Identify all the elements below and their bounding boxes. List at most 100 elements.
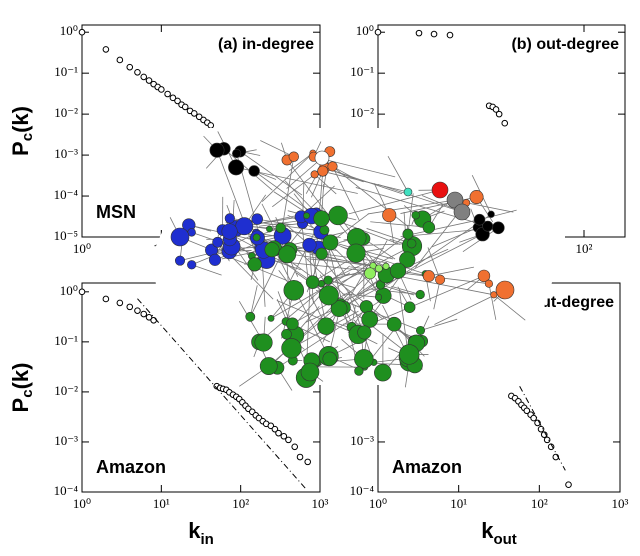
network-node (357, 325, 372, 340)
y-axis-label-part: (k) (8, 363, 33, 390)
network-node (209, 142, 225, 158)
network (169, 131, 526, 391)
network-node (315, 247, 328, 260)
network-node (382, 208, 397, 223)
network-edge (479, 209, 517, 221)
network-edge (261, 203, 288, 255)
y-axis-label-part: P (8, 398, 33, 413)
data-point (140, 73, 148, 81)
network-node (251, 213, 263, 225)
network-edge (355, 187, 488, 227)
data-point (374, 28, 382, 36)
network-node (327, 161, 338, 172)
network-node (473, 213, 486, 226)
data-point (134, 69, 141, 76)
data-point (126, 63, 134, 71)
data-point (145, 313, 153, 321)
network-node (389, 262, 407, 279)
network-node (354, 366, 364, 376)
network-node (264, 242, 280, 258)
network-node (374, 363, 392, 382)
network-edge (400, 219, 480, 238)
network-edge (223, 148, 273, 191)
network-node (267, 314, 275, 322)
network-node (375, 293, 383, 301)
network-node (374, 264, 383, 273)
network-node (266, 225, 273, 233)
network-edge (191, 264, 222, 276)
network-edge (261, 152, 314, 202)
x-tick-label: 10³ (612, 496, 629, 511)
network-edge (239, 151, 303, 196)
y-axis-label-part: (k) (8, 106, 33, 133)
x-tick-label: 10¹ (450, 496, 467, 511)
data-point (195, 113, 203, 121)
data-point (296, 453, 304, 461)
y-tick-label: 10⁻⁴ (54, 483, 79, 498)
network-node (364, 267, 376, 280)
x-axis-label-part: k (481, 518, 494, 543)
network-node (302, 237, 317, 253)
network-node (482, 220, 494, 232)
network-node (252, 233, 261, 242)
y-axis-label: Pc(k) (8, 106, 36, 156)
network-node (283, 280, 305, 301)
network-node (247, 257, 262, 272)
data-point (446, 31, 454, 39)
y-tick-label: 10⁻¹ (54, 333, 78, 348)
data-point (181, 103, 189, 111)
network-node (212, 236, 224, 248)
x-axis-label: kout (481, 518, 517, 548)
network-node (411, 210, 420, 220)
x-tick-label: 10⁰ (73, 241, 91, 256)
network-edge (427, 247, 441, 280)
network-node (278, 245, 297, 264)
network-edge (348, 189, 441, 215)
data-point (280, 432, 288, 440)
network-node (398, 344, 420, 365)
network-node (275, 222, 286, 234)
network-edge (407, 193, 414, 235)
network-edge (191, 250, 225, 266)
network-node (235, 217, 254, 236)
network-node (323, 275, 333, 285)
network-node (221, 223, 238, 240)
network-node (208, 253, 222, 266)
data-point (102, 295, 110, 303)
network-node (328, 205, 348, 226)
network-edge (270, 272, 351, 319)
network-node (330, 300, 348, 317)
data-point (430, 30, 438, 38)
data-point (78, 28, 86, 36)
data-point (174, 97, 181, 105)
network-node (170, 227, 190, 247)
network-node (487, 210, 495, 218)
network-node (386, 316, 402, 332)
x-tick-label: 10³ (312, 496, 329, 511)
x-tick-label: 10² (576, 241, 593, 256)
network-edge (272, 174, 315, 208)
data-point (492, 106, 500, 113)
y-tick-label: 10⁻⁴ (350, 483, 375, 498)
network-node (281, 328, 292, 340)
network-node (232, 148, 242, 159)
network-node (224, 213, 235, 224)
data-point (140, 310, 148, 318)
data-point (116, 299, 124, 307)
network-node (322, 234, 339, 251)
network-edge (260, 140, 294, 158)
data-point (207, 122, 215, 129)
y-tick-label: 10⁰ (60, 283, 78, 298)
data-point (102, 46, 110, 53)
network-node (174, 255, 186, 266)
y-axis-label-sub: c (19, 133, 36, 141)
data-point (126, 303, 134, 311)
network-node (254, 333, 273, 352)
data-point (530, 414, 537, 422)
network-edge (377, 183, 463, 213)
network-node (435, 274, 446, 285)
data-point (190, 110, 198, 117)
data-point (285, 436, 292, 444)
fit-line (137, 298, 306, 489)
